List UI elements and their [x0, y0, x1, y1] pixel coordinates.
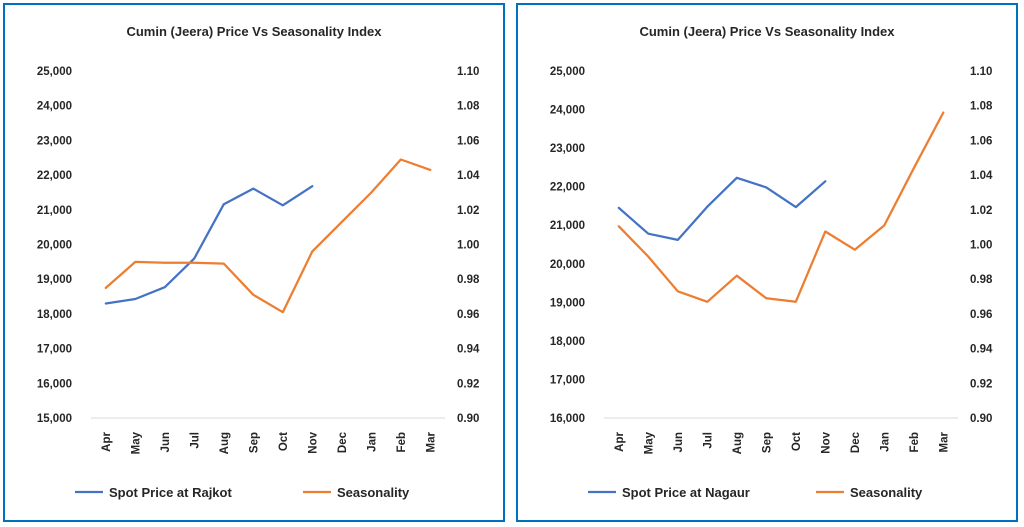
y-right-tick-label: 0.94: [457, 344, 480, 356]
y-left-tick-label: 22,000: [550, 182, 585, 194]
series-line-spot: [617, 176, 827, 242]
y-left-tick-label: 17,000: [37, 344, 72, 356]
y-left-tick-label: 19,000: [37, 274, 72, 286]
y-left-tick-label: 18,000: [37, 309, 72, 321]
y-right-tick-label: 0.96: [970, 309, 992, 321]
chart-panel-rajkot: Cumin (Jeera) Price Vs Seasonality Index…: [3, 3, 505, 522]
x-tick-label: Nov: [820, 431, 832, 453]
series-line-seasonality: [104, 158, 432, 314]
x-tick-label: Dec: [850, 431, 862, 453]
x-tick-label: Dec: [337, 431, 349, 453]
x-tick-label: Oct: [278, 432, 290, 451]
y-right-tick-label: 0.90: [457, 413, 479, 425]
y-left-tick-label: 24,000: [550, 105, 585, 117]
y-right-tick-label: 1.02: [970, 205, 992, 217]
y-right-tick-label: 0.98: [970, 274, 993, 286]
y-right-tick-label: 1.10: [457, 66, 479, 78]
x-tick-label: May: [130, 431, 142, 454]
y-right-tick-label: 1.00: [970, 240, 992, 252]
chart-title: Cumin (Jeera) Price Vs Seasonality Index: [639, 24, 895, 39]
x-tick-label: Mar: [425, 431, 437, 452]
y-right-tick-label: 0.96: [457, 309, 479, 321]
legend-label-seasonality: Seasonality: [337, 485, 410, 500]
x-tick-label: Jan: [366, 432, 378, 452]
x-tick-label: Apr: [614, 431, 626, 451]
x-tick-label: Apr: [101, 431, 113, 451]
y-left-tick-label: 20,000: [550, 259, 585, 271]
y-right-tick-label: 1.06: [457, 135, 479, 147]
y-right-tick-label: 0.90: [970, 413, 992, 425]
y-right-tick-label: 0.98: [457, 274, 480, 286]
y-right-tick-label: 0.92: [970, 378, 992, 390]
legend-label-spot: Spot Price at Rajkot: [109, 485, 232, 500]
x-tick-label: Oct: [791, 432, 803, 451]
y-left-tick-label: 16,000: [37, 378, 72, 390]
y-left-tick-label: 25,000: [37, 66, 72, 78]
x-tick-label: Jan: [879, 432, 891, 452]
y-right-tick-label: 1.08: [457, 101, 480, 113]
x-tick-label: Jun: [673, 432, 685, 452]
x-tick-label: Sep: [761, 432, 773, 453]
chart-panel-nagaur: Cumin (Jeera) Price Vs Seasonality Index…: [516, 3, 1018, 522]
x-tick-label: Sep: [248, 432, 260, 453]
y-left-tick-label: 25,000: [550, 66, 585, 78]
x-tick-label: Nov: [307, 431, 319, 453]
y-right-tick-label: 1.08: [970, 101, 993, 113]
chart-title: Cumin (Jeera) Price Vs Seasonality Index: [126, 24, 382, 39]
y-right-tick-label: 1.04: [457, 170, 480, 182]
y-left-tick-label: 20,000: [37, 240, 72, 252]
y-left-tick-label: 22,000: [37, 170, 72, 182]
y-right-tick-label: 1.06: [970, 135, 992, 147]
x-tick-label: Jul: [189, 432, 201, 449]
y-left-tick-label: 17,000: [550, 374, 585, 386]
series-line-seasonality: [617, 111, 945, 303]
x-tick-label: Mar: [938, 431, 950, 452]
y-left-tick-label: 21,000: [550, 220, 585, 232]
x-tick-label: Feb: [909, 432, 921, 452]
chart-nagaur: Cumin (Jeera) Price Vs Seasonality Index…: [550, 24, 993, 500]
y-left-tick-label: 15,000: [37, 413, 72, 425]
x-tick-label: Aug: [219, 432, 231, 454]
y-left-tick-label: 21,000: [37, 205, 72, 217]
y-left-tick-label: 23,000: [550, 143, 585, 155]
y-left-tick-label: 19,000: [550, 297, 585, 309]
series-line-spot: [104, 185, 314, 305]
y-right-tick-label: 0.92: [457, 378, 479, 390]
y-left-tick-label: 18,000: [550, 336, 585, 348]
y-right-tick-label: 1.02: [457, 205, 479, 217]
x-tick-label: Jul: [702, 432, 714, 449]
y-left-tick-label: 24,000: [37, 101, 72, 113]
y-left-tick-label: 16,000: [550, 413, 585, 425]
x-tick-label: Feb: [396, 432, 408, 452]
y-left-tick-label: 23,000: [37, 135, 72, 147]
y-right-tick-label: 1.00: [457, 240, 479, 252]
y-right-tick-label: 0.94: [970, 344, 993, 356]
y-right-tick-label: 1.04: [970, 170, 993, 182]
chart-rajkot: Cumin (Jeera) Price Vs Seasonality Index…: [37, 24, 480, 500]
x-tick-label: May: [643, 431, 655, 454]
legend-label-spot: Spot Price at Nagaur: [622, 485, 750, 500]
y-right-tick-label: 1.10: [970, 66, 992, 78]
legend-label-seasonality: Seasonality: [850, 485, 923, 500]
x-tick-label: Jun: [160, 432, 172, 452]
x-tick-label: Aug: [732, 432, 744, 454]
